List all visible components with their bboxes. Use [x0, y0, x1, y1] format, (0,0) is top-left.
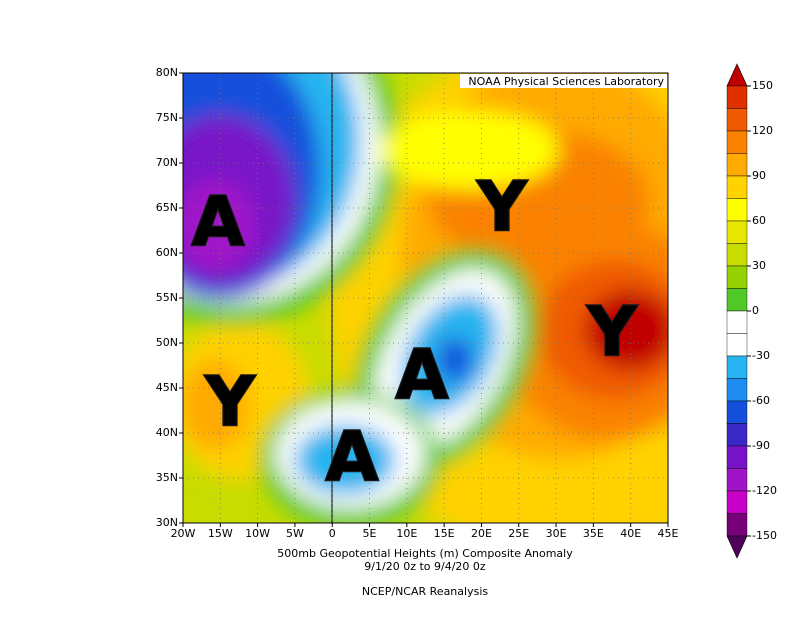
colorbar-label: 0: [752, 304, 759, 317]
lon-label: 45E: [658, 527, 679, 540]
colorbar-label: 90: [752, 169, 766, 182]
lon-label: 10E: [396, 527, 417, 540]
source: NCEP/NCAR Reanalysis: [362, 585, 488, 598]
lon-label: 35E: [583, 527, 604, 540]
colorbar-segment: [726, 400, 748, 424]
marker-letter: Y: [586, 293, 637, 372]
lat-label: 80N: [156, 66, 178, 79]
colorbar-segment: [726, 153, 748, 177]
date-range: 9/1/20 0z to 9/4/20 0z: [364, 560, 486, 573]
lat-label: 45N: [156, 381, 178, 394]
colorbar-segment: [726, 378, 748, 402]
lat-label: 65N: [156, 201, 178, 214]
colorbar-segment: [726, 310, 748, 334]
lat-label: 70N: [156, 156, 178, 169]
colorbar-segment: [726, 355, 748, 379]
colorbar-label: 30: [752, 259, 766, 272]
colorbar-segment: [726, 513, 748, 537]
colorbar-segment: [726, 333, 748, 357]
lon-label: 20W: [171, 527, 196, 540]
colorbar-label: 120: [752, 124, 773, 137]
title: 500mb Geopotential Heights (m) Composite…: [277, 547, 573, 560]
lon-label: 25E: [508, 527, 529, 540]
colorbar-label: -60: [752, 394, 770, 407]
lon-label: 5W: [286, 527, 304, 540]
lon-label: 10W: [245, 527, 270, 540]
colorbar-segment: [726, 108, 748, 132]
colorbar-label: 60: [752, 214, 766, 227]
credit-box: [460, 74, 667, 88]
colorbar-segment: [726, 198, 748, 222]
lat-label: 55N: [156, 291, 178, 304]
credit: NOAA Physical Sciences Laboratory: [468, 75, 664, 88]
marker-letter: A: [396, 336, 449, 415]
colorbar-segment: [726, 220, 748, 244]
colorbar-segment: [726, 130, 748, 154]
colorbar-label: -90: [752, 439, 770, 452]
lat-label: 30N: [156, 516, 178, 529]
colorbar-segment: [726, 265, 748, 289]
colorbar-top-triangle: [726, 63, 748, 87]
lat-label: 40N: [156, 426, 178, 439]
lat-label: 75N: [156, 111, 178, 124]
colorbar-label: -120: [752, 484, 777, 497]
anomaly-field: [183, 73, 668, 523]
colorbar-segment: [726, 243, 748, 267]
colorbar-segment: [726, 423, 748, 447]
colorbar: 150 120 90 60 30 0 -30 -60 -90 -120 -150: [726, 63, 777, 559]
colorbar-bottom-triangle: [726, 535, 748, 559]
lat-label: 60N: [156, 246, 178, 259]
lon-label: 20E: [471, 527, 492, 540]
colorbar-label: -30: [752, 349, 770, 362]
lon-label: 0: [329, 527, 336, 540]
colorbar-segment: [726, 490, 748, 514]
plot-frame: [182, 72, 669, 524]
lat-label: 35N: [156, 471, 178, 484]
lon-label: 40E: [620, 527, 641, 540]
colorbar-segment: [726, 468, 748, 492]
marker-letter: Y: [476, 168, 527, 247]
marker-letter: Y: [204, 363, 255, 442]
marker-letter: A: [326, 418, 379, 497]
colorbar-label: -150: [752, 529, 777, 542]
colorbar-segment: [726, 288, 748, 312]
marker-letter: A: [192, 183, 245, 262]
lon-label: 15E: [434, 527, 455, 540]
lat-label: 50N: [156, 336, 178, 349]
colorbar-label: 150: [752, 79, 773, 92]
colorbar-segment: [726, 445, 748, 469]
lon-label: 5E: [363, 527, 377, 540]
lon-label: 15W: [208, 527, 233, 540]
colorbar-segment: [726, 175, 748, 199]
lon-label: 30E: [546, 527, 567, 540]
colorbar-segment: [726, 85, 748, 109]
